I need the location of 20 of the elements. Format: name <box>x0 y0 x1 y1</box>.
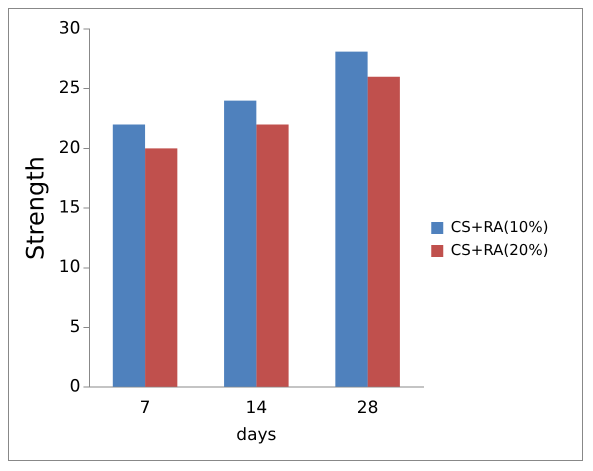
y-tick-label: 20 <box>58 138 80 158</box>
y-tick-label: 30 <box>58 18 80 38</box>
y-tick-label: 5 <box>70 316 80 337</box>
bar <box>224 100 256 387</box>
y-tick-label: 25 <box>58 78 80 98</box>
bar <box>112 124 146 387</box>
x-tick-label: 7 <box>140 398 150 418</box>
bar <box>145 148 178 387</box>
x-tick-label: 28 <box>356 398 378 418</box>
bar <box>335 52 368 387</box>
y-axis-title: Strength <box>22 156 50 260</box>
bar <box>256 124 289 387</box>
y-tick-label: 10 <box>58 257 80 278</box>
y-tick-label: 0 <box>70 376 80 397</box>
bar <box>368 76 400 387</box>
y-tick-label: 15 <box>58 198 80 218</box>
legend-label: CS+RA(20%) <box>450 240 548 259</box>
legend-label: CS+RA(10%) <box>450 218 548 236</box>
x-tick-label: 14 <box>246 398 268 418</box>
x-axis-title: days <box>236 425 277 446</box>
